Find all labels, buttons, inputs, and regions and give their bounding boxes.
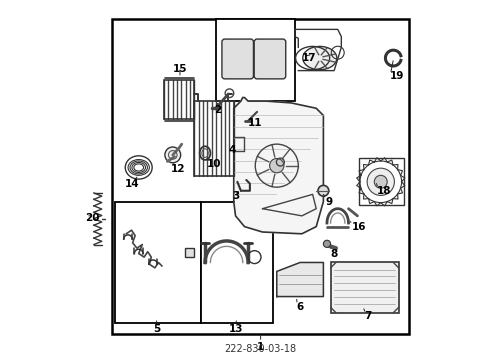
Text: 6: 6: [296, 302, 303, 312]
Text: 10: 10: [206, 159, 221, 169]
Polygon shape: [276, 262, 323, 297]
Text: 20: 20: [85, 213, 99, 222]
Text: 17: 17: [301, 53, 316, 63]
Text: 18: 18: [376, 186, 391, 196]
Text: 1: 1: [257, 342, 264, 352]
Bar: [185, 248, 194, 257]
Text: 12: 12: [171, 164, 185, 174]
Circle shape: [373, 175, 386, 188]
Text: 2: 2: [214, 105, 221, 115]
Text: 7: 7: [364, 311, 371, 321]
FancyBboxPatch shape: [222, 39, 253, 79]
Ellipse shape: [302, 46, 336, 70]
Text: 19: 19: [389, 71, 403, 81]
Circle shape: [164, 147, 180, 163]
Bar: [163, 80, 194, 119]
Text: 9: 9: [325, 197, 332, 207]
Text: 14: 14: [125, 179, 140, 189]
Polygon shape: [233, 98, 323, 234]
Bar: [330, 262, 398, 313]
Bar: [359, 158, 403, 205]
Bar: [194, 101, 233, 176]
Circle shape: [366, 168, 394, 195]
Text: 222-830-03-18: 222-830-03-18: [224, 344, 296, 354]
Text: 3: 3: [231, 191, 239, 201]
Circle shape: [317, 185, 328, 196]
Text: 15: 15: [172, 64, 187, 74]
Text: 16: 16: [351, 222, 366, 231]
Text: 5: 5: [153, 324, 160, 334]
FancyBboxPatch shape: [254, 39, 285, 79]
Circle shape: [269, 158, 284, 173]
Bar: [112, 19, 408, 334]
Text: 11: 11: [247, 118, 262, 128]
Text: 13: 13: [228, 324, 243, 334]
Text: 4: 4: [228, 144, 235, 154]
Bar: [115, 202, 201, 323]
Bar: [215, 19, 294, 101]
Bar: [201, 202, 273, 323]
Circle shape: [323, 240, 330, 247]
Text: 8: 8: [330, 248, 337, 258]
